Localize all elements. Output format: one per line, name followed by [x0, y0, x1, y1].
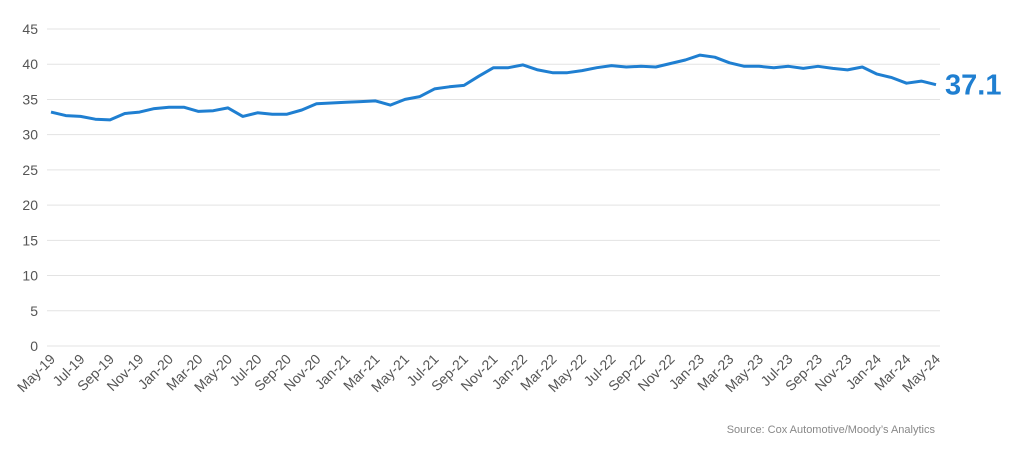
y-tick-label: 10 [22, 268, 38, 284]
y-tick-label: 0 [30, 338, 38, 354]
y-tick-label: 40 [22, 56, 38, 72]
y-tick-label: 5 [30, 303, 38, 319]
y-tick-label: 15 [22, 232, 38, 248]
source-note: Source: Cox Automotive/Moody’s Analytics [727, 424, 936, 436]
y-tick-label: 20 [22, 197, 38, 213]
y-tick-label: 30 [22, 127, 38, 143]
end-value-label: 37.1 [945, 70, 1001, 102]
data-line [50, 53, 937, 122]
y-tick-label: 25 [22, 162, 38, 178]
x-tick-label: May-19 [14, 351, 58, 395]
y-tick-label: 45 [22, 21, 38, 37]
y-tick-label: 35 [22, 91, 38, 107]
